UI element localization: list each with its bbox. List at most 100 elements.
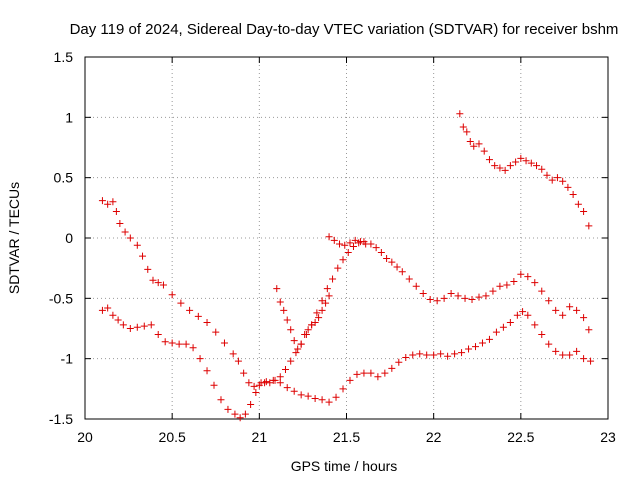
data-point: [210, 381, 218, 389]
data-point: [189, 344, 197, 352]
data-point: [292, 349, 300, 357]
data-point: [287, 326, 295, 334]
data-point: [182, 340, 190, 348]
data-point: [161, 338, 169, 346]
data-point: [175, 340, 183, 348]
y-tick-label: -1.5: [49, 411, 73, 427]
data-point: [393, 263, 401, 271]
y-tick-label: -0.5: [49, 290, 73, 306]
data-point: [304, 326, 312, 334]
data-point: [329, 275, 337, 283]
data-point: [133, 323, 141, 331]
data-point: [416, 350, 424, 358]
y-tick-label: 1: [65, 109, 73, 125]
data-point: [168, 291, 176, 299]
data-point: [585, 326, 593, 334]
y-tick-label: 0: [65, 230, 73, 246]
data-point: [485, 335, 493, 343]
x-axis-label: GPS time / hours: [291, 458, 398, 474]
data-point: [440, 294, 448, 302]
series-track-e: [456, 110, 593, 230]
data-point: [395, 358, 403, 366]
data-point: [177, 299, 185, 307]
data-point: [339, 256, 347, 264]
data-point: [283, 384, 291, 392]
data-point: [325, 292, 333, 300]
data-point: [330, 236, 338, 244]
data-point: [524, 311, 532, 319]
data-point: [353, 370, 361, 378]
data-point: [573, 347, 581, 355]
data-point: [475, 140, 483, 148]
data-point: [318, 306, 326, 314]
data-point: [290, 387, 298, 395]
data-point: [447, 290, 455, 298]
data-point: [482, 292, 490, 300]
data-point: [311, 318, 319, 326]
data-point: [281, 366, 289, 374]
data-point: [543, 171, 551, 179]
chart-title: Day 119 of 2024, Sidereal Day-to-day VTE…: [70, 21, 619, 38]
data-point: [325, 398, 333, 406]
grid-lines: [85, 57, 608, 419]
data-point: [212, 328, 220, 336]
data-point: [119, 321, 127, 329]
data-point: [231, 410, 239, 418]
data-point: [552, 306, 560, 314]
data-point: [459, 123, 467, 131]
data-point: [573, 306, 581, 314]
data-point: [524, 273, 532, 281]
data-point: [297, 340, 305, 348]
data-point: [344, 248, 352, 256]
data-point: [491, 162, 499, 170]
data-point: [527, 159, 535, 167]
data-point: [322, 299, 330, 307]
data-point: [402, 353, 410, 361]
y-tick-labels: -1.5 -1 -0.5 0 0.5 1 1.5: [49, 49, 73, 427]
data-point: [203, 367, 211, 375]
data-point: [463, 128, 471, 136]
data-point: [461, 294, 469, 302]
x-tick-label: 21: [252, 429, 268, 445]
data-point: [492, 328, 500, 336]
data-point: [545, 297, 553, 305]
data-point: [186, 306, 194, 314]
data-point: [121, 228, 129, 236]
data-point: [351, 236, 359, 244]
data-point: [154, 279, 162, 287]
data-point: [341, 241, 349, 249]
data-point: [332, 393, 340, 401]
data-point: [318, 396, 326, 404]
x-tick-labels: 20 20.5 21 21.5 22 22.5 23: [77, 429, 616, 445]
data-point: [506, 318, 514, 326]
data-point: [116, 220, 124, 228]
data-point: [559, 311, 567, 319]
x-tick-label: 21.5: [333, 429, 360, 445]
series-track-d: [325, 233, 593, 334]
data-point: [499, 323, 507, 331]
data-point: [203, 318, 211, 326]
data-point: [522, 157, 530, 165]
data-point: [224, 405, 232, 413]
x-tick-label: 22.5: [507, 429, 534, 445]
data-point: [323, 285, 331, 293]
x-tick-label: 20: [77, 429, 93, 445]
data-point: [276, 373, 284, 381]
data-point: [465, 345, 473, 353]
data-point: [472, 343, 480, 351]
x-tick-label: 20.5: [159, 429, 186, 445]
data-point: [168, 339, 176, 347]
data-point: [475, 293, 483, 301]
data-point: [194, 312, 202, 320]
data-point: [519, 308, 527, 316]
data-point: [346, 239, 354, 247]
data-point: [485, 156, 493, 164]
data-point: [276, 379, 284, 387]
data-point: [580, 355, 588, 363]
data-point: [454, 292, 462, 300]
data-point: [367, 240, 375, 248]
data-point: [367, 369, 375, 377]
data-point: [290, 337, 298, 345]
data-point: [381, 369, 389, 377]
data-point: [104, 200, 112, 208]
